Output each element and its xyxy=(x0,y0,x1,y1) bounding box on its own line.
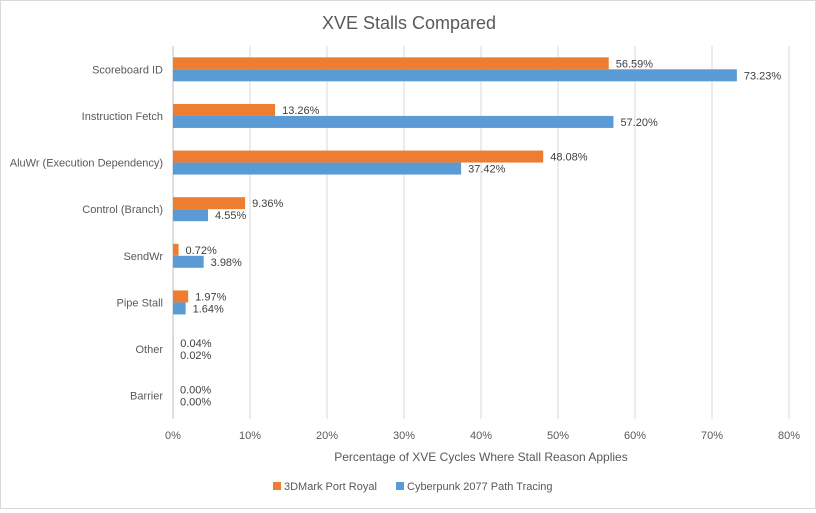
data-label: 4.55% xyxy=(215,210,246,222)
x-tick-label: 80% xyxy=(778,430,800,442)
bar-3dmark xyxy=(173,290,188,302)
bar-3dmark xyxy=(173,197,245,209)
chart-title: XVE Stalls Compared xyxy=(322,13,496,33)
gridlines xyxy=(173,46,789,419)
category-label: Instruction Fetch xyxy=(82,111,163,123)
bar-3dmark xyxy=(173,57,609,69)
category-label: Other xyxy=(135,344,163,356)
data-label: 37.42% xyxy=(468,164,506,176)
data-label: 0.04% xyxy=(180,338,211,350)
category-label: SendWr xyxy=(123,251,163,263)
bar-cyberpunk xyxy=(173,163,461,175)
data-label: 9.36% xyxy=(252,198,283,210)
bar-cyberpunk xyxy=(173,209,208,221)
data-label: 0.00% xyxy=(180,397,211,409)
x-tick-label: 40% xyxy=(470,430,492,442)
data-label: 56.59% xyxy=(616,58,654,70)
x-tick-label: 0% xyxy=(165,430,181,442)
category-label: Scoreboard ID xyxy=(92,64,163,76)
legend: 3DMark Port Royal Cyberpunk 2077 Path Tra… xyxy=(273,481,553,493)
data-label: 1.97% xyxy=(195,291,226,303)
bar-cyberpunk xyxy=(173,256,204,268)
x-tick-label: 30% xyxy=(393,430,415,442)
data-label: 3.98% xyxy=(211,257,242,269)
bar-cyberpunk xyxy=(173,302,186,314)
data-label: 0.02% xyxy=(180,350,211,362)
category-label: Pipe Stall xyxy=(117,297,163,309)
data-label: 57.20% xyxy=(620,117,658,129)
category-axis: Scoreboard ID Instruction Fetch AluWr (Exe… xyxy=(10,64,164,402)
bar-3dmark xyxy=(173,151,543,163)
data-label: 1.64% xyxy=(193,303,224,315)
legend-swatch xyxy=(273,482,281,490)
data-label: 0.00% xyxy=(180,385,211,397)
bar-cyberpunk xyxy=(173,69,737,81)
bar-3dmark xyxy=(173,244,179,256)
legend-label: Cyberpunk 2077 Path Tracing xyxy=(407,481,553,493)
x-tick-label: 70% xyxy=(701,430,723,442)
x-tick-label: 60% xyxy=(624,430,646,442)
data-label: 48.08% xyxy=(550,152,588,164)
category-label: Control (Branch) xyxy=(82,204,163,216)
category-label: AluWr (Execution Dependency) xyxy=(10,158,163,170)
x-tick-label: 20% xyxy=(316,430,338,442)
legend-swatch xyxy=(396,482,404,490)
data-label: 13.26% xyxy=(282,105,320,117)
bar-cyberpunk xyxy=(173,116,613,128)
value-axis: 0% 10% 20% 30% 40% 50% 60% 70% 80% xyxy=(165,430,800,442)
x-axis-title: Percentage of XVE Cycles Where Stall Rea… xyxy=(334,450,627,464)
category-label: Barrier xyxy=(130,391,163,403)
data-label: 73.23% xyxy=(744,70,782,82)
x-tick-label: 10% xyxy=(239,430,261,442)
x-tick-label: 50% xyxy=(547,430,569,442)
legend-label: 3DMark Port Royal xyxy=(284,481,377,493)
bar-3dmark xyxy=(173,104,275,116)
data-label: 0.72% xyxy=(186,245,217,257)
